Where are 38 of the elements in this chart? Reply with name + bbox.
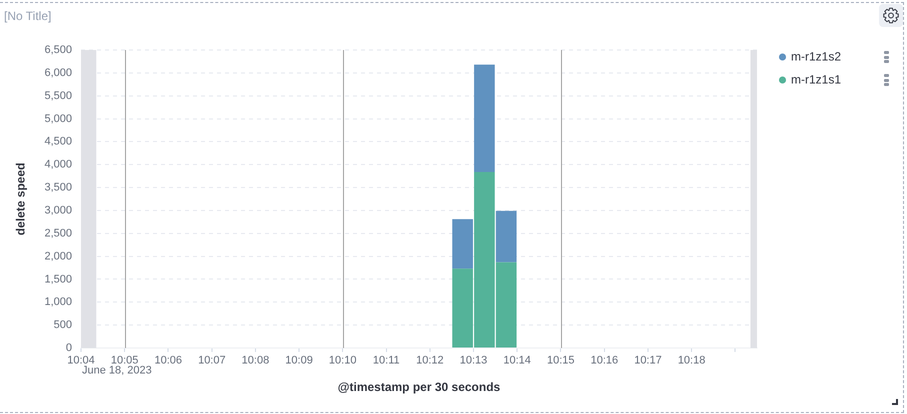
y-tick-label: 6,000 <box>44 66 72 79</box>
y-tick-label: 0 <box>66 342 72 354</box>
bar <box>496 210 517 262</box>
y-tick-label: 5,000 <box>44 112 72 125</box>
bar <box>452 219 473 269</box>
x-tick-label: 10:10 <box>328 354 356 367</box>
y-tick-label: 1,500 <box>44 273 72 286</box>
x-tick-label: 10:09 <box>285 354 313 367</box>
x-tick-label: 10:11 <box>372 354 400 367</box>
chart-title: [No Title] <box>4 9 52 23</box>
x-tick-label: 10:07 <box>198 354 226 367</box>
y-tick-label: 4,500 <box>44 136 72 148</box>
x-tick-label: 10:15 <box>546 354 575 367</box>
y-tick-label: 2,000 <box>44 250 72 262</box>
y-tick-label: 2,500 <box>44 227 72 240</box>
y-tick-label: 3,500 <box>44 182 72 194</box>
bar <box>474 64 495 172</box>
legend-label: m-r1z1s2 <box>791 49 842 64</box>
y-tick-label: 5,500 <box>44 90 72 102</box>
y-tick-label: 500 <box>54 319 72 332</box>
x-tick-label: 10:04 <box>67 354 95 367</box>
x-tick-label: 10:17 <box>634 354 662 367</box>
x-tick-label: 10:13 <box>460 354 488 367</box>
x-tick-label: 10:16 <box>590 354 618 367</box>
x-tick-label: 10:05 <box>110 354 138 367</box>
legend-label: m-r1z1s1 <box>791 72 842 86</box>
x-tick-label: 10:14 <box>503 354 531 367</box>
y-tick-label: 3,000 <box>44 204 72 216</box>
x-tick-label: 10:08 <box>242 354 270 367</box>
y-tick-label: 1,000 <box>44 296 72 308</box>
y-axis-title: delete speed <box>14 162 28 236</box>
x-tick-label: 10:06 <box>154 354 182 367</box>
text: June 18, 2023 <box>82 364 152 377</box>
x-tick-label: 10:18 <box>678 354 706 367</box>
x-axis-title: @timestamp per 30 seconds <box>338 380 501 394</box>
x-tick-label: 10:12 <box>416 354 444 367</box>
y-tick-label: 4,000 <box>44 158 72 171</box>
y-tick-label: 6,500 <box>44 44 72 56</box>
